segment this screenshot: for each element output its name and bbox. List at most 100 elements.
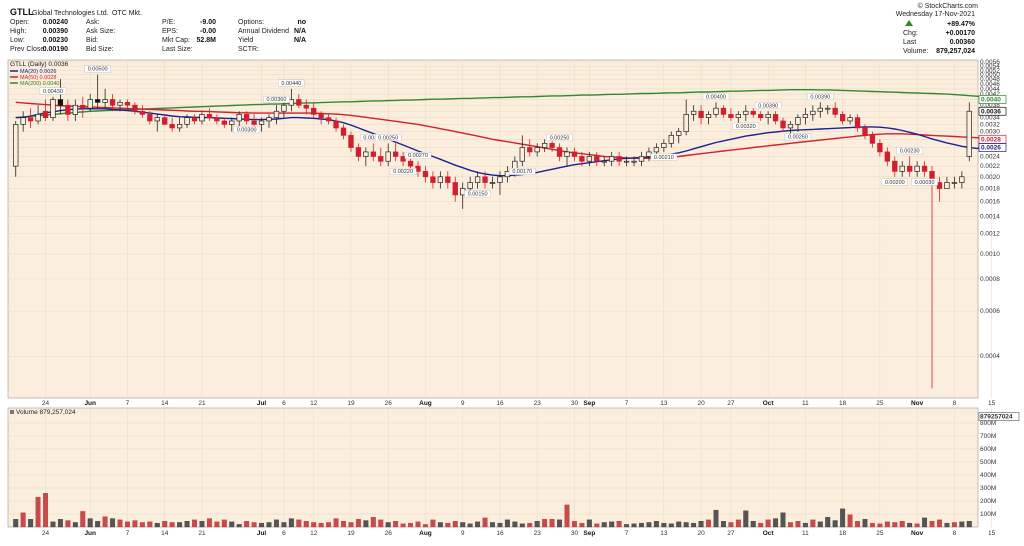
candle-body bbox=[266, 117, 272, 122]
date-tick-label: 26 bbox=[385, 400, 393, 407]
volume-bar bbox=[869, 522, 875, 528]
date-tick-label: Aug bbox=[419, 530, 432, 537]
volume-bar bbox=[780, 512, 786, 528]
price-annotation: 0.00500 bbox=[88, 67, 108, 73]
date-tick-label: 27 bbox=[727, 530, 735, 537]
price-annotation-box bbox=[39, 87, 67, 95]
candle-body bbox=[802, 114, 809, 118]
candle-body bbox=[303, 104, 309, 109]
volume-bar bbox=[281, 522, 287, 528]
candle-body bbox=[728, 114, 734, 118]
volume-bar bbox=[646, 522, 652, 528]
candle-body bbox=[50, 99, 56, 118]
volume-bar bbox=[720, 521, 726, 528]
date-tick-label: 18 bbox=[839, 400, 847, 407]
candle-body bbox=[147, 114, 153, 122]
volume-bar bbox=[288, 518, 294, 528]
volume-bar bbox=[512, 521, 518, 528]
price-tick-label: 0.0052 bbox=[980, 67, 1000, 74]
volume-bar bbox=[274, 519, 279, 528]
volume-bar bbox=[840, 508, 846, 528]
quote-field-value: N/A bbox=[294, 28, 306, 35]
date-tick-label: 13 bbox=[660, 530, 668, 537]
volume-legend-swatch bbox=[10, 410, 14, 414]
volume-bar bbox=[668, 523, 674, 528]
volume-bar bbox=[147, 521, 153, 528]
price-annotation-box bbox=[732, 122, 760, 130]
volume-bar bbox=[177, 522, 183, 528]
candle-body bbox=[847, 117, 853, 122]
candle-body bbox=[27, 117, 34, 122]
volume-bar bbox=[951, 522, 957, 528]
candle-body bbox=[422, 171, 429, 178]
price-tick-label: 0.0050 bbox=[980, 72, 1000, 79]
quote-field-label: Bid: bbox=[86, 37, 98, 44]
volume-bar bbox=[728, 522, 734, 528]
volume-bar bbox=[713, 509, 719, 528]
volume-bar bbox=[527, 522, 533, 528]
candle-body bbox=[519, 147, 525, 162]
volume-bar bbox=[698, 521, 704, 528]
volume-bar bbox=[266, 522, 272, 528]
candle-body bbox=[549, 142, 555, 148]
quote-field-value: 0.00230 bbox=[43, 37, 68, 44]
candle-body bbox=[124, 101, 131, 106]
candle-body bbox=[57, 99, 64, 106]
volume-bar bbox=[519, 523, 525, 528]
volume-bar bbox=[475, 521, 481, 528]
price-annotation-box bbox=[807, 93, 834, 101]
volume-bars bbox=[13, 493, 972, 528]
candle-body bbox=[355, 147, 362, 157]
company-name: Global Technologies Ltd. bbox=[32, 10, 109, 17]
volume-bar bbox=[765, 519, 771, 528]
candle-body bbox=[810, 110, 816, 115]
candle-body bbox=[236, 114, 242, 122]
volume-bar bbox=[341, 521, 346, 528]
volume-bar bbox=[810, 519, 816, 528]
volume-bar bbox=[80, 511, 86, 528]
price-annotation: 0.00200 bbox=[885, 180, 905, 186]
volume-bar bbox=[825, 517, 831, 528]
price-tick-label: 0.0004 bbox=[980, 353, 1000, 360]
price-annotation-box bbox=[389, 167, 417, 175]
candle-body bbox=[288, 99, 295, 106]
candle-body bbox=[65, 104, 71, 115]
chg-value: +0.00170 bbox=[946, 30, 975, 37]
volume-bar bbox=[162, 521, 168, 528]
volume-last-tag bbox=[978, 412, 1020, 421]
candle-body bbox=[221, 120, 227, 125]
quote-field-value: 0.00240 bbox=[43, 19, 68, 26]
candle-body bbox=[653, 147, 660, 153]
volume-bar bbox=[467, 523, 473, 528]
volume-bar bbox=[802, 522, 808, 528]
candle-body bbox=[206, 114, 213, 118]
volume-bar bbox=[214, 521, 220, 528]
date-tick-label: Oct bbox=[763, 530, 775, 537]
volume-bar bbox=[117, 519, 123, 528]
date-tick-label: Nov bbox=[911, 530, 924, 537]
price-tick-label: 0.0008 bbox=[980, 276, 1000, 283]
last-value: 0.00360 bbox=[950, 39, 975, 46]
quote-field-label: Annual Dividend bbox=[238, 28, 289, 35]
date-tick-label: Jun bbox=[84, 530, 96, 537]
last-value-tag bbox=[978, 143, 1007, 152]
volume-bar bbox=[788, 522, 793, 528]
quote-field-label: Low: bbox=[10, 37, 25, 44]
candle-body bbox=[184, 117, 190, 125]
candle-body bbox=[676, 131, 682, 136]
date-tick-label: 30 bbox=[571, 400, 579, 407]
volume-bar bbox=[221, 519, 227, 528]
price-tick-label: 0.0042 bbox=[980, 91, 1000, 98]
price-annotation: 0.00300 bbox=[237, 127, 257, 133]
price-annotation: 0.00430 bbox=[43, 89, 63, 95]
volume-bar bbox=[333, 518, 339, 528]
candle-body bbox=[460, 188, 466, 196]
volume-bar bbox=[557, 519, 563, 528]
volume-bar bbox=[862, 519, 868, 528]
candle-body bbox=[80, 104, 86, 109]
date-axis-bottom: 24 Jun 7 14 21 Jul 6 12 19 26 Aug 9 16 23 30 Sep 7 13 20 27… bbox=[42, 530, 996, 537]
volume-bar bbox=[192, 519, 197, 528]
date-tick-label: 6 bbox=[282, 400, 286, 407]
volume-bar bbox=[743, 510, 749, 528]
